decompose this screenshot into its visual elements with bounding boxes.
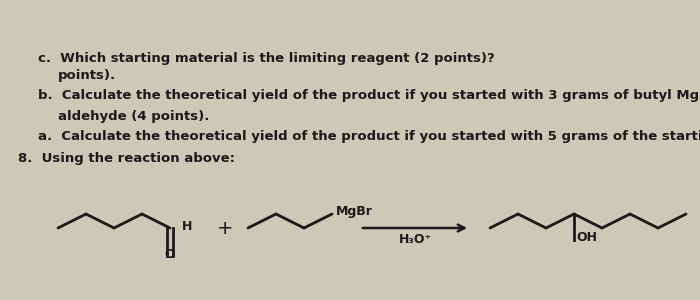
Text: aldehyde (4 points).: aldehyde (4 points). (58, 110, 209, 123)
Text: b.  Calculate the theoretical yield of the product if you started with 3 grams o: b. Calculate the theoretical yield of th… (38, 89, 700, 102)
Text: c.  Which starting material is the limiting reagent (2 points)?: c. Which starting material is the limiti… (38, 52, 495, 65)
Text: +: + (217, 218, 233, 238)
Text: H: H (182, 220, 192, 233)
Text: points).: points). (58, 69, 116, 82)
Text: H₃O⁺: H₃O⁺ (398, 233, 432, 246)
Text: a.  Calculate the theoretical yield of the product if you started with 5 grams o: a. Calculate the theoretical yield of th… (38, 130, 700, 143)
Text: O: O (164, 248, 175, 261)
Text: 8.  Using the reaction above:: 8. Using the reaction above: (18, 152, 235, 165)
Text: OH: OH (576, 231, 597, 244)
Text: MgBr: MgBr (336, 206, 373, 218)
